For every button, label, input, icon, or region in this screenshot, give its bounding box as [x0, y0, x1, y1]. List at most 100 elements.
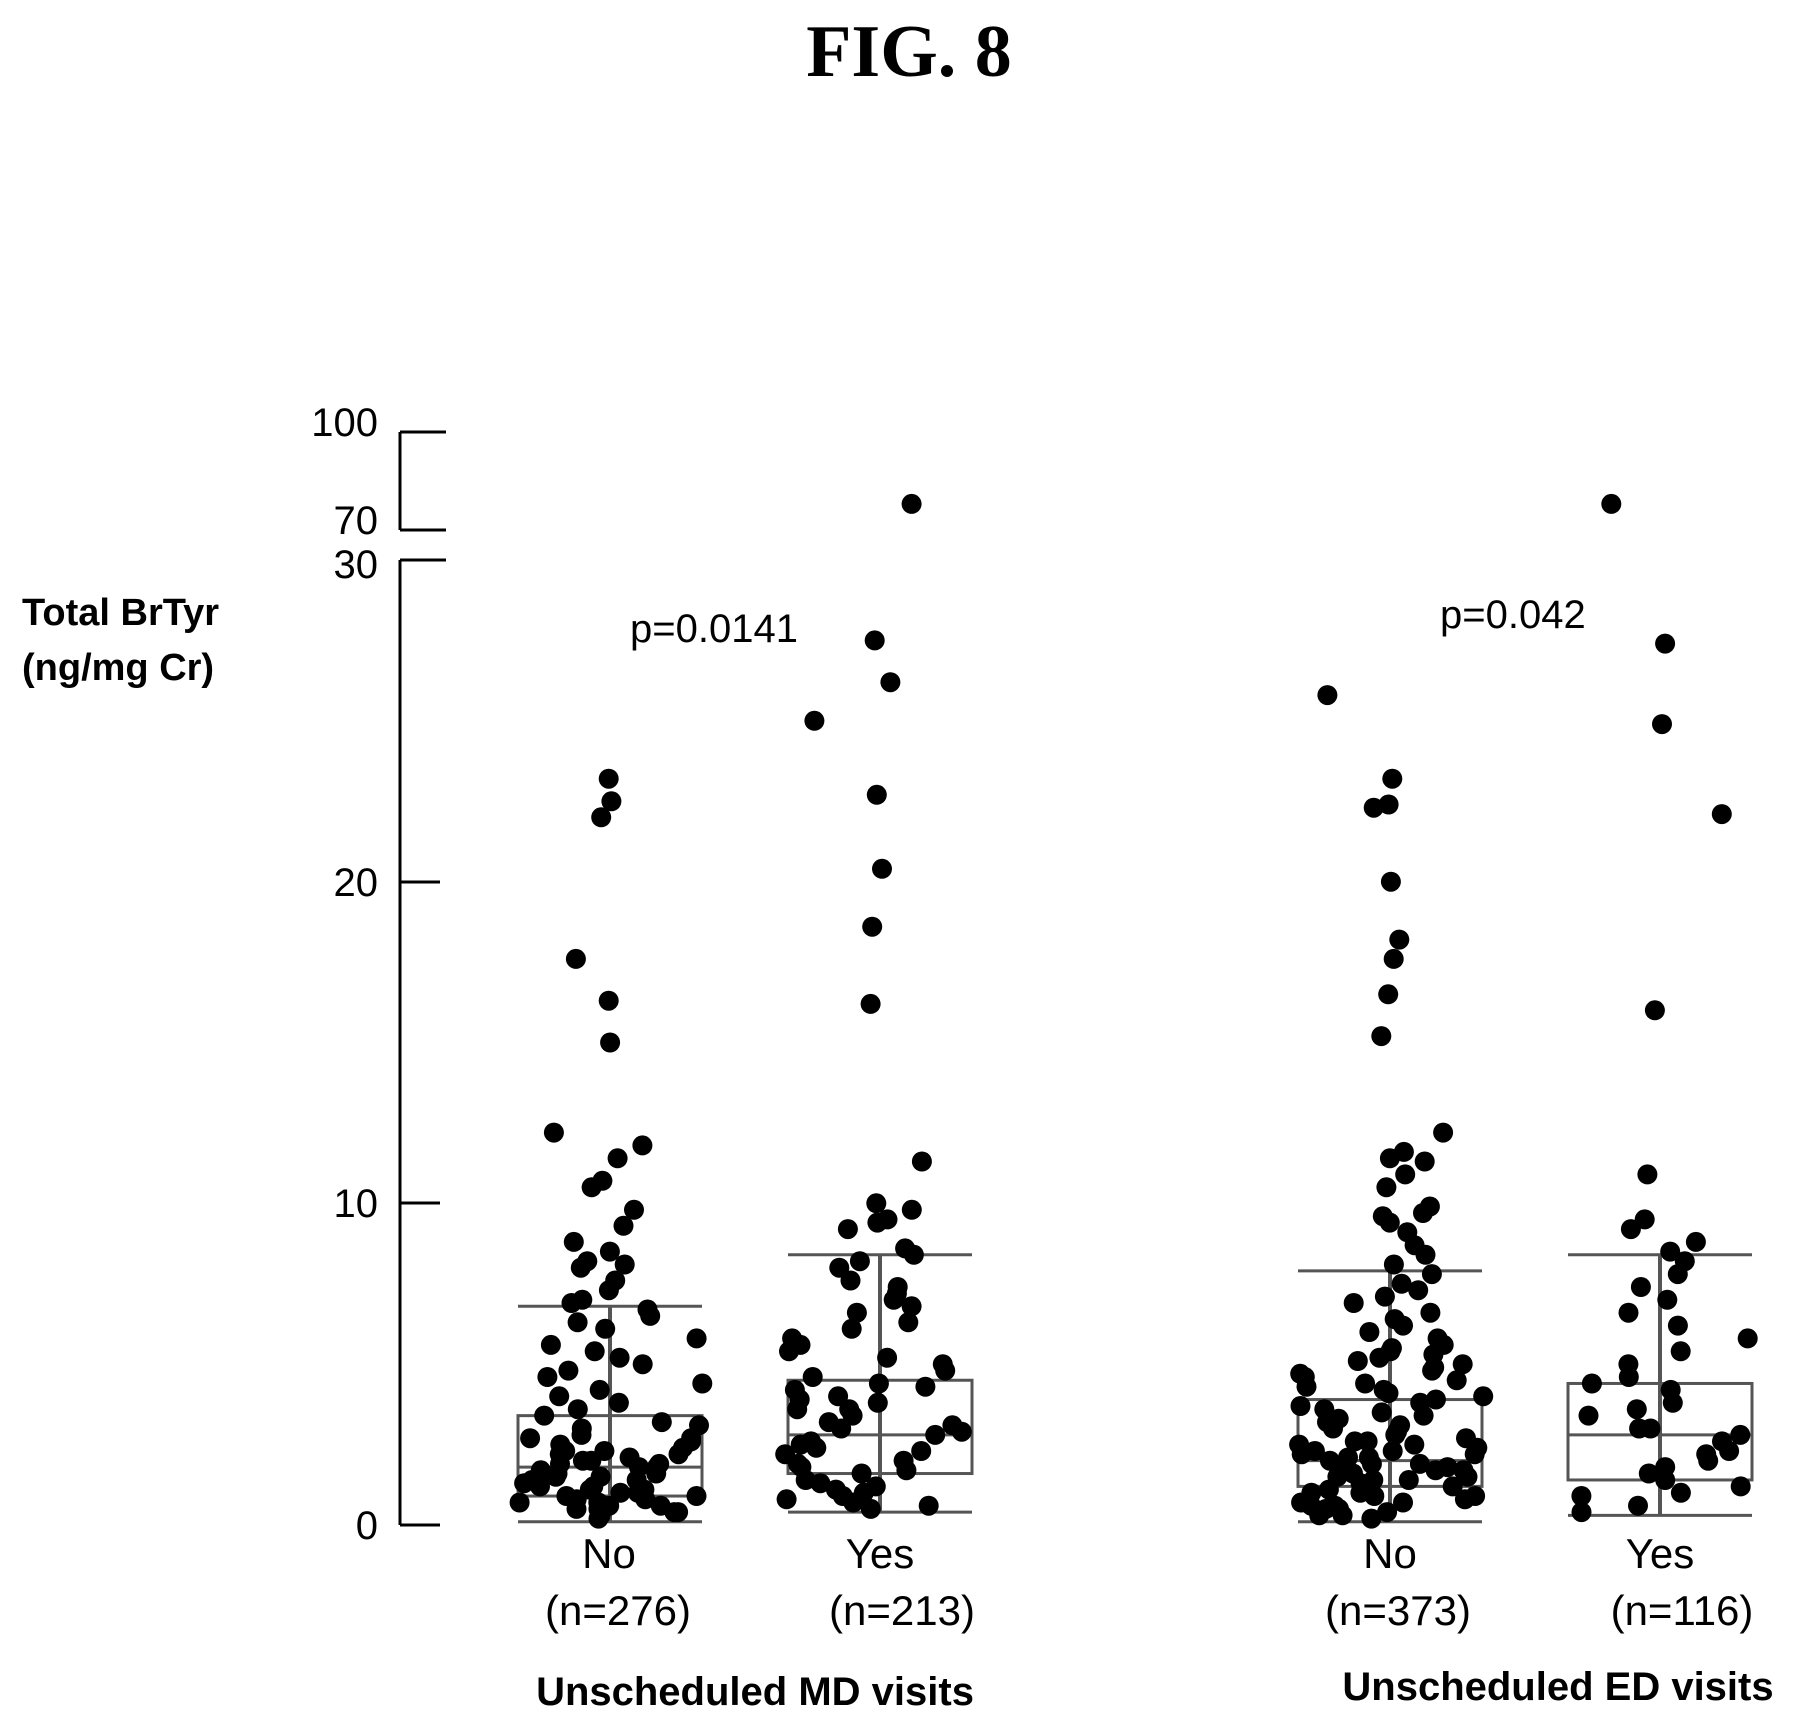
data-point-g1-c0-104: [1301, 1482, 1322, 1503]
data-point-g1-c0-105: [1325, 1495, 1345, 1516]
data-point-g0-c1-23: [846, 1302, 867, 1323]
data-point-g1-c1-30: [1571, 1502, 1592, 1523]
data-point-g0-c1-8: [911, 1151, 932, 1172]
data-point-g1-c1-4: [1644, 1000, 1665, 1021]
data-point-g1-c0-2: [1378, 794, 1399, 815]
data-point-g1-c0-97: [1404, 1434, 1425, 1455]
data-point-g1-c0-91: [1338, 1447, 1358, 1468]
data-point-g0-c0-79: [626, 1470, 647, 1490]
data-point-g0-c0-35: [549, 1386, 570, 1407]
category-label-md-yes: Yes: [846, 1530, 915, 1577]
data-point-g0-c0-67: [588, 1508, 609, 1529]
data-point-g1-c0-83: [1327, 1466, 1348, 1487]
data-point-g1-c0-81: [1304, 1441, 1325, 1461]
data-point-g1-c0-73: [1381, 1338, 1402, 1359]
data-point-g0-c1-55: [839, 1399, 860, 1420]
data-point-g0-c0-11: [624, 1199, 644, 1220]
data-point-g0-c0-42: [520, 1428, 541, 1449]
data-point-g1-c0-13: [1395, 1164, 1416, 1185]
data-point-g0-c1-24: [898, 1312, 919, 1333]
data-point-g1-c0-8: [1371, 1026, 1392, 1047]
data-point-g0-c0-80: [610, 1482, 631, 1503]
data-point-g0-c1-61: [789, 1389, 810, 1410]
data-point-g1-c0-23: [1421, 1264, 1442, 1285]
data-point-g1-c0-77: [1425, 1389, 1446, 1410]
data-point-g0-c1-16: [849, 1251, 870, 1272]
data-point-g1-c1-35: [1730, 1476, 1751, 1497]
data-point-g0-c0-13: [563, 1231, 584, 1252]
data-point-g1-c1-17: [1670, 1341, 1691, 1362]
data-point-g1-c0-22: [1383, 1254, 1404, 1275]
data-point-g1-c1-0: [1601, 493, 1622, 514]
data-point-g0-c0-17: [570, 1257, 591, 1278]
data-point-g0-c0-81: [509, 1492, 530, 1513]
data-point-g1-c0-7: [1378, 984, 1399, 1005]
data-point-g1-c1-22: [1578, 1405, 1599, 1426]
data-point-g1-c0-98: [1453, 1460, 1474, 1481]
data-point-g1-c0-6: [1383, 948, 1404, 969]
data-point-g0-c0-34: [589, 1379, 610, 1400]
data-point-g1-c0-55: [1409, 1453, 1430, 1474]
data-point-g0-c1-65: [810, 1473, 831, 1494]
data-point-g0-c0-7: [632, 1135, 653, 1156]
y-tick-label-30: 30: [334, 543, 379, 587]
data-point-g1-c0-39: [1355, 1373, 1376, 1394]
data-point-g1-c0-74: [1347, 1351, 1368, 1371]
data-point-g0-c1-64: [788, 1453, 808, 1474]
data-point-g0-c1-32: [802, 1367, 823, 1387]
data-point-g0-c0-23: [640, 1305, 661, 1326]
data-point-g1-c0-99: [1465, 1486, 1486, 1506]
data-point-g0-c0-84: [545, 1466, 566, 1487]
data-point-g0-c0-8: [607, 1148, 628, 1169]
data-point-g1-c0-18: [1379, 1212, 1400, 1233]
data-point-g0-c1-15: [903, 1244, 924, 1265]
data-point-g1-c0-27: [1343, 1293, 1364, 1313]
data-point-g0-c0-73: [650, 1495, 671, 1516]
data-point-g1-c0-3: [1363, 797, 1384, 818]
data-point-g1-c0-95: [1378, 1383, 1399, 1404]
data-point-g0-c0-10: [581, 1177, 602, 1198]
data-point-g0-c0-32: [537, 1367, 558, 1387]
data-point-g1-c0-0: [1317, 685, 1338, 706]
data-point-g1-c0-31: [1359, 1322, 1380, 1342]
data-point-g1-c0-102: [1437, 1457, 1458, 1478]
data-point-g1-c0-51: [1382, 1441, 1403, 1461]
data-point-g1-c0-21: [1415, 1244, 1436, 1265]
data-point-g1-c1-7: [1620, 1219, 1641, 1240]
data-point-g1-c1-28: [1670, 1482, 1691, 1503]
data-point-g0-c0-27: [540, 1334, 561, 1355]
data-point-g0-c1-5: [872, 858, 892, 879]
data-point-g0-c1-7: [860, 993, 881, 1014]
category-label-md-no: No: [582, 1530, 636, 1577]
data-point-g0-c0-39: [651, 1412, 672, 1433]
y-tick-label-0: 0: [356, 1504, 378, 1548]
data-point-g1-c0-80: [1456, 1428, 1476, 1449]
data-point-g0-c0-41: [571, 1424, 592, 1445]
data-point-g0-c0-24: [567, 1312, 588, 1333]
data-point-g1-c0-103: [1363, 1470, 1384, 1490]
data-point-g1-c0-44: [1413, 1405, 1434, 1426]
data-point-g0-c0-29: [609, 1347, 630, 1368]
data-point-g1-c0-1: [1382, 768, 1403, 789]
data-point-g1-c1-15: [1667, 1315, 1688, 1336]
data-point-g0-c0-71: [530, 1476, 550, 1497]
data-point-g0-c1-25: [841, 1318, 862, 1339]
data-point-g0-c1-52: [918, 1495, 939, 1516]
data-point-g1-c0-16: [1413, 1203, 1433, 1223]
data-point-g1-c1-34: [1698, 1450, 1719, 1471]
data-point-g0-c1-36: [867, 1392, 888, 1413]
data-point-g1-c1-3: [1711, 804, 1732, 825]
data-point-g0-c0-0: [598, 768, 619, 789]
data-point-g0-c1-18: [840, 1270, 861, 1291]
data-point-g0-c1-62: [942, 1415, 963, 1436]
data-point-g1-c0-9: [1433, 1122, 1454, 1143]
data-point-g1-c0-94: [1424, 1357, 1445, 1378]
data-point-g0-c0-76: [681, 1428, 702, 1449]
data-point-g0-c0-60: [686, 1486, 707, 1506]
data-point-g1-c0-12: [1414, 1151, 1435, 1172]
data-point-g1-c0-70: [1377, 1502, 1398, 1523]
data-point-g0-c0-19: [598, 1280, 619, 1301]
data-point-g0-c0-1: [601, 791, 622, 812]
data-point-g1-c1-33: [1730, 1424, 1751, 1445]
